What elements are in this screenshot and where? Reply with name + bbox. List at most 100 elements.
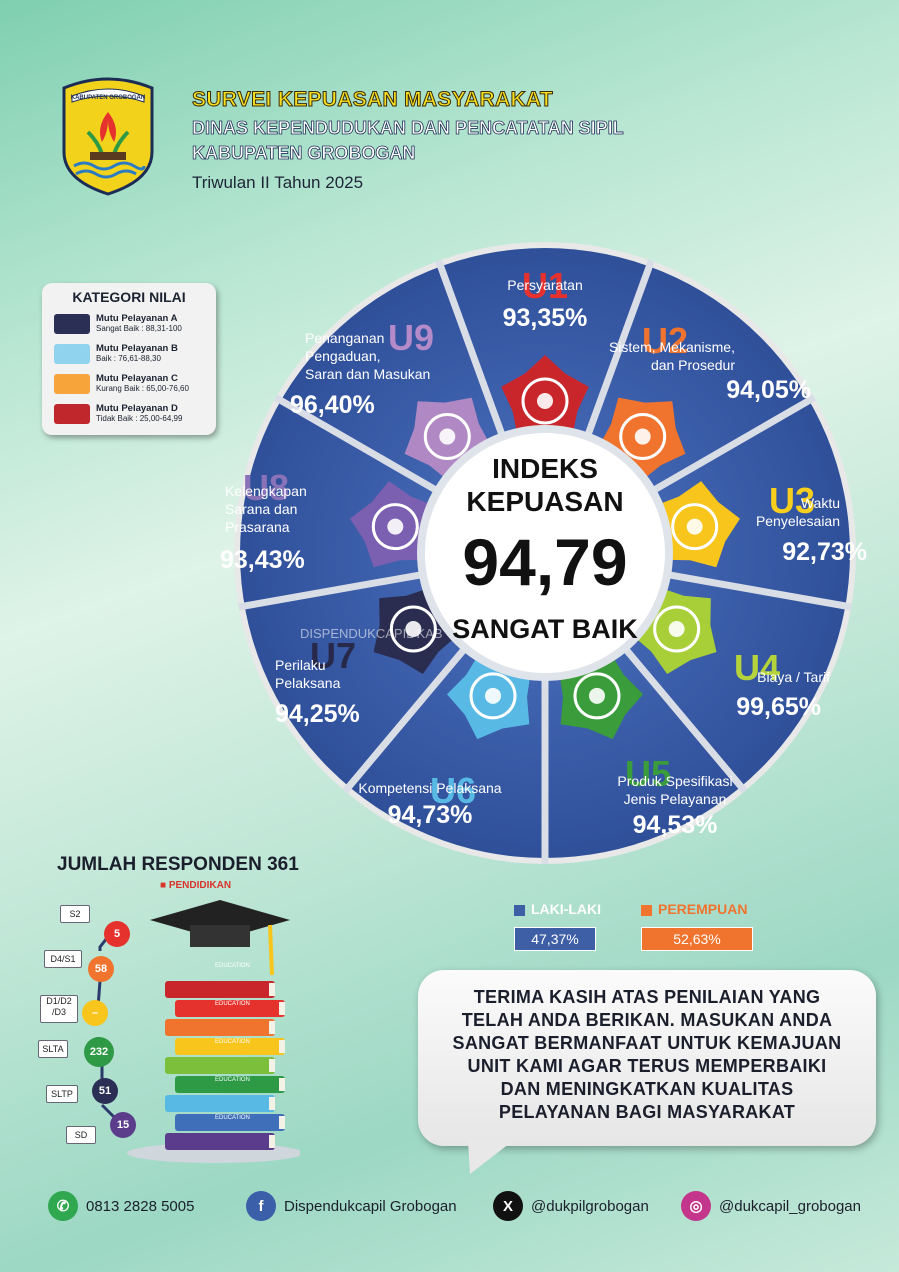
legend-item-range: Baik : 76,61-88,30 [96,354,161,363]
instagram-icon: ◎ [681,1191,711,1221]
book-pages [279,1078,285,1091]
unit-label: Sarana dan [225,501,297,517]
graduation-cap-icon [150,900,290,940]
legend-swatch [54,403,90,424]
legend-swatch [54,313,90,334]
legend-item-name: Mutu Pelayanan D [96,403,178,414]
unit-icon-glyph [686,518,703,535]
graduation-cap-base [190,925,250,947]
footer-contact-text: Dispendukcapil Grobogan [284,1197,457,1215]
female-percentage: 52,63% [641,927,753,951]
book [175,1000,285,1017]
book-pages [279,1040,285,1053]
message-line: UNIT KAMI AGAR TERUS MEMPERBAIKI [467,1056,827,1076]
legend-item: Mutu Pelayanan C Kurang Baik : 65,00-76,6… [54,373,189,394]
unit-icon-glyph [405,621,422,637]
legend-item-name: Mutu Pelayanan B [96,343,178,354]
person-icon [469,672,517,720]
legend-item-name: Mutu Pelayanan C [96,373,178,384]
unit-label: Penyelesaian [756,513,840,529]
wheel-separator [342,642,471,794]
unit-label: Jenis Pelayanan [624,791,727,807]
education-level-label: D1/D2 /D3 [40,995,78,1023]
book-pages [269,1021,275,1034]
book-label: EDUCATION [215,1039,250,1045]
svg-text:KABUPATEN GROBOGAN: KABUPATEN GROBOGAN [71,95,145,101]
book-pages [279,1002,285,1015]
unit-icon-glyph [439,428,456,445]
wheel-separator [619,642,748,794]
book-pages [269,983,275,996]
legend-item: Mutu Pelayanan A Sangat Baik : 88,31-100 [54,313,182,334]
book [165,1133,275,1150]
clipboard-icon [521,377,569,425]
legend-item-range: Tidak Baik : 25,00-64,99 [96,414,183,423]
unit-percentage: 93,35% [503,304,588,332]
unit-label: Perilaku [275,657,326,673]
footer-contact-text: @dukcapil_grobogan [719,1197,861,1215]
legend-item-range: Kurang Baik : 65,00-76,60 [96,384,189,393]
male-swatch [514,904,525,916]
graduation-tassel [268,924,274,976]
unit-percentage: 94,53% [633,811,718,839]
speech-tail [468,1140,514,1174]
male-percentage: 47,37% [514,927,596,951]
unit-code: U8 [243,467,289,508]
center-disc [425,433,665,673]
unit-label: Penanganan [305,330,384,346]
education-count: 232 [84,1037,114,1067]
facebook-icon: f [246,1191,276,1221]
footer-contact[interactable]: X @dukpilgrobogan [493,1191,649,1221]
index-value: 94,79 [462,525,627,599]
book [165,1057,275,1074]
kabupaten-logo: KABUPATEN GROBOGAN [58,72,158,196]
footer-contact[interactable]: f Dispendukcapil Grobogan [246,1191,457,1221]
education-count: 51 [92,1078,118,1104]
unit-icon-glyph [668,621,685,637]
unit-percentage: 94,05% [726,376,811,404]
unit-percentage: 94,25% [275,700,360,728]
page-title: SURVEI KEPUASAN MASYARAKAT [192,88,554,112]
unit-code: U6 [430,770,476,811]
book-label: EDUCATION [215,1115,250,1121]
footer-contact-text: 0813 2828 5005 [86,1197,195,1215]
unit-code: U5 [625,753,671,794]
legend-swatch [54,343,90,364]
index-label-line2: KEPUASAN [466,486,623,517]
female-swatch [641,904,652,916]
footer-contact-text: @dukpilgrobogan [531,1197,649,1215]
watermark-text: DISPENDUKCAPIL KAB [300,626,443,641]
footer-contact[interactable]: ◎ @dukcapil_grobogan [681,1191,861,1221]
book [175,1076,285,1093]
unit-code: U3 [769,480,815,521]
wheel-separator [435,259,508,442]
x-icon: X [493,1191,523,1221]
whatsapp-icon: ✆ [48,1191,78,1221]
unit-label: Saran dan Masukan [305,366,430,382]
education-level-label: D4/S1 [44,950,82,968]
handshake-icon [389,605,437,653]
respondent-count-title: JUMLAH RESPONDEN 361 [57,854,299,875]
regency-name: KABUPATEN GROBOGAN [192,143,416,164]
unit-label: Biaya / Tarif [757,669,830,685]
education-subtitle: ■ PENDIDIKAN [160,880,232,891]
building-icon [371,503,419,551]
message-line: SANGAT BERMANFAAT UNTUK KEMAJUAN [452,1033,842,1053]
book [175,1038,285,1055]
index-category: SANGAT BAIK [452,614,638,644]
unit-code: U2 [642,320,688,361]
unit-icon-glyph [387,518,404,535]
education-books-illustration: EDUCATION EDUCATION EDUCATION EDUCATION EDUC… [127,900,300,1163]
male-legend: LAKI-LAKI [514,901,601,917]
gear-icon [619,413,667,461]
footer-contact[interactable]: ✆ 0813 2828 5005 [48,1191,194,1221]
money-hand-icon [653,605,701,653]
unit-label: Produk Spesifikasi [617,773,732,789]
unit-percentage: 92,73% [782,538,867,566]
education-count: 5 [104,921,130,947]
unit-label: dan Prosedur [651,357,735,373]
unit-icon-glyph [485,687,502,704]
